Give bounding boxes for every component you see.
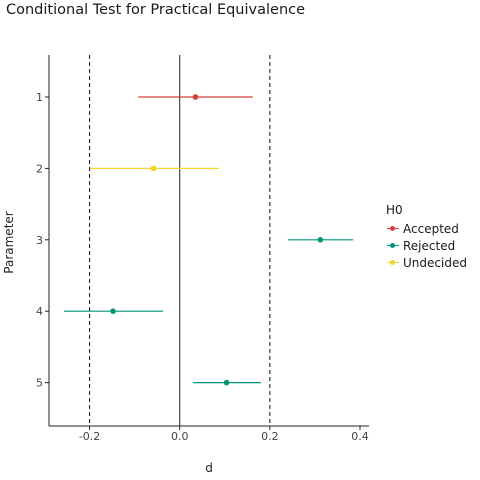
legend-item-undecided: Undecided (386, 254, 467, 271)
point-param-1 (192, 94, 199, 100)
x-tick-label: -0.2 (79, 430, 100, 443)
point-param-5 (223, 379, 230, 386)
point-param-4 (110, 308, 116, 315)
y-tick-label: 4 (36, 305, 43, 318)
legend-key (386, 237, 400, 254)
legend-title: H0 (386, 203, 403, 217)
legend-label: Undecided (403, 255, 467, 270)
y-tick-label: 2 (36, 162, 43, 175)
legend-key-dot (390, 259, 395, 265)
point-param-3 (317, 237, 324, 243)
y-tick-label: 5 (36, 377, 43, 390)
y-tick-label: 1 (36, 91, 43, 104)
legend-key-dot (390, 242, 395, 248)
x-tick-label: 0.0 (171, 430, 189, 443)
point-param-2 (150, 165, 157, 172)
y-tick-label: 3 (36, 234, 43, 247)
legend-key (386, 220, 400, 237)
chart-title: Conditional Test for Practical Equivalen… (6, 2, 306, 18)
legend-items: Accepted Rejected Undecided (386, 220, 467, 271)
legend-label: Rejected (403, 238, 456, 253)
legend-item-accepted: Accepted (386, 220, 467, 237)
x-tick-label: 0.4 (351, 430, 369, 443)
legend-key-dot (390, 225, 395, 231)
legend-label: Accepted (403, 221, 459, 236)
y-axis-title: Parameter (2, 211, 16, 273)
x-axis-title: d (205, 461, 213, 475)
x-tick-label: 0.2 (261, 430, 279, 443)
legend-item-rejected: Rejected (386, 237, 467, 254)
legend: H0 Accepted Rejected Undecided (386, 203, 467, 271)
legend-key (386, 254, 400, 271)
